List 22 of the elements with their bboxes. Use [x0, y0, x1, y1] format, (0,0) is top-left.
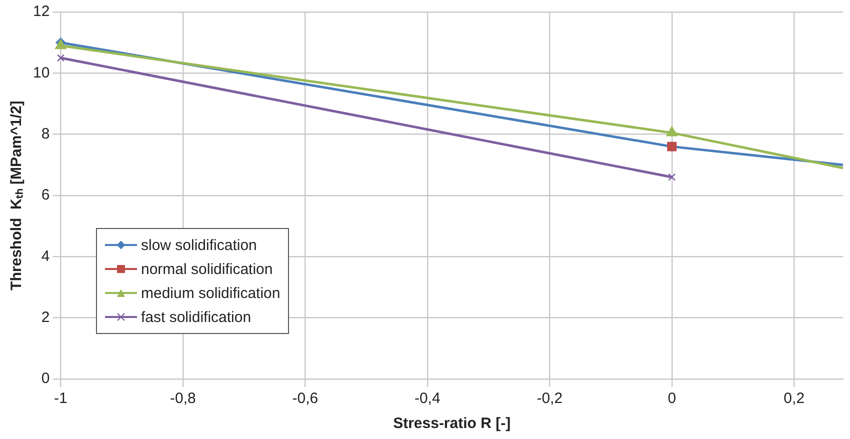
- point: [56, 54, 64, 62]
- y-tick-label: 2: [41, 308, 50, 326]
- x-tick-label: -0,2: [536, 390, 563, 408]
- point: [668, 173, 676, 181]
- legend-label: slow solidification: [141, 236, 257, 254]
- y-tick-label: 0: [41, 370, 50, 388]
- x-tick-label: 0,2: [784, 390, 805, 408]
- x-axis-title: Stress-ratio R [-]: [393, 415, 511, 432]
- y-tick-label: 8: [41, 125, 50, 142]
- x-tick-label: 0: [668, 390, 676, 408]
- y-tick-label: 12: [32, 3, 50, 20]
- legend-label: medium solidification: [141, 284, 280, 302]
- x-tick-label: -1: [54, 390, 68, 408]
- x-tick-label: -0,4: [414, 390, 440, 408]
- y-tick-label: 10: [32, 64, 50, 82]
- legend-label: fast solidification: [141, 308, 252, 326]
- legend-label: normal solidification: [141, 260, 273, 278]
- x-tick-label: -0,6: [292, 390, 318, 408]
- y-tick-label: 4: [41, 248, 50, 265]
- x-tick-label: -0,8: [170, 390, 196, 408]
- y-axis-title: Threshold Kₜₕ [MPam^1/2]: [8, 100, 26, 290]
- y-tick-label: 6: [41, 186, 50, 204]
